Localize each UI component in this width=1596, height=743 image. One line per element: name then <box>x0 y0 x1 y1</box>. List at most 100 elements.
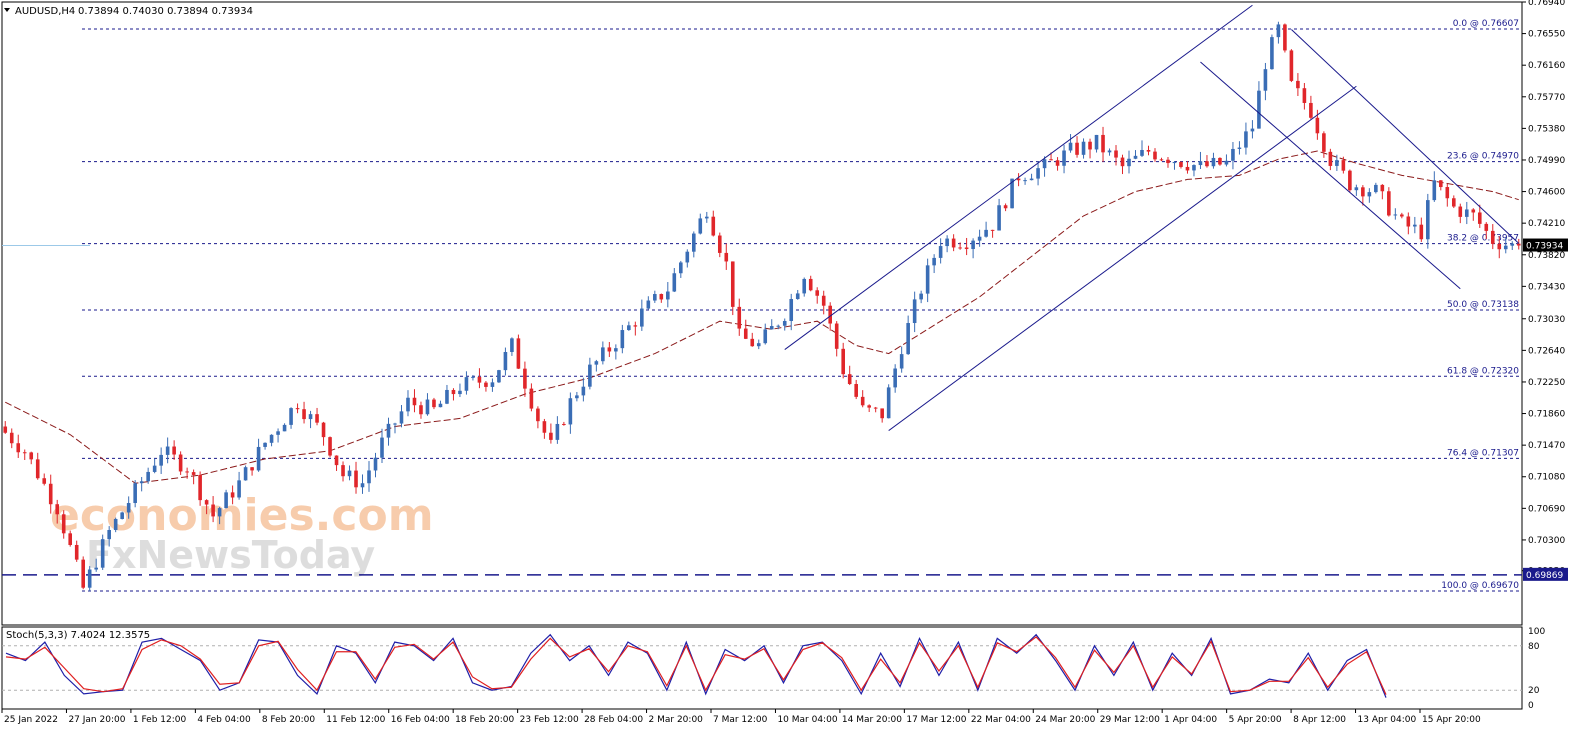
channel-lines <box>784 4 1520 431</box>
candle-body <box>1315 117 1320 134</box>
candle <box>789 293 794 331</box>
candle <box>1387 187 1391 217</box>
candle-body <box>87 569 92 588</box>
candle-body <box>1107 150 1112 153</box>
candle <box>48 474 53 514</box>
candle-body <box>107 529 111 540</box>
candle-body <box>315 414 319 423</box>
time-tick-label: 22 Mar 04:00 <box>971 715 1031 725</box>
candle <box>1426 193 1430 249</box>
candle <box>373 452 378 478</box>
candle <box>1062 144 1066 174</box>
candle <box>139 477 144 492</box>
candle-body <box>438 403 443 408</box>
candle-body <box>1036 168 1040 179</box>
candle-body <box>730 261 735 307</box>
candle-body <box>990 229 995 231</box>
candle-body <box>1426 200 1430 240</box>
candle <box>276 428 280 443</box>
candle-body <box>653 294 657 301</box>
candle-body <box>594 361 599 365</box>
candle-body <box>562 423 566 425</box>
collapse-triangle-icon[interactable] <box>4 8 10 12</box>
price-tick-label: 0.70690 <box>1528 504 1565 514</box>
candle-body <box>1270 37 1274 70</box>
candle <box>425 393 430 416</box>
candle-body <box>1192 165 1196 171</box>
candle-body <box>289 408 293 425</box>
candle <box>763 323 768 345</box>
stoch-tick-label: 80 <box>1528 642 1540 652</box>
time-axis: 25 Jan 2022 27 Jan 20:00 1 Feb 12:00 4 Feb … <box>1 709 1481 725</box>
candle <box>1490 224 1495 250</box>
candle <box>432 397 436 410</box>
candle-body <box>1471 209 1476 213</box>
candle-body <box>821 295 826 306</box>
candle <box>873 406 878 413</box>
candle <box>256 438 261 472</box>
candle <box>795 289 800 300</box>
candle-body <box>1179 162 1183 167</box>
candle <box>308 410 313 429</box>
time-tick-label: 27 Jan 20:00 <box>68 715 125 725</box>
candle-body <box>224 492 228 509</box>
candle <box>438 400 443 408</box>
candle-body <box>419 405 423 415</box>
candle-body <box>1503 245 1508 250</box>
candle <box>964 237 969 256</box>
channel-line <box>1291 29 1520 244</box>
candle <box>1283 23 1287 53</box>
fibonacci-levels: 0.0 @ 0.76607 23.6 @ 0.74970 38.2 @ 0.7395… <box>2 19 1522 592</box>
candle-body <box>120 512 124 519</box>
candle-body <box>9 432 14 444</box>
candle-body <box>133 483 137 504</box>
candle <box>899 346 904 373</box>
candle <box>243 465 248 481</box>
candle-body <box>458 390 462 395</box>
chart-header: AUDUSD,H4 0.73894 0.74030 0.73894 0.7393… <box>4 6 253 17</box>
candle <box>458 383 462 398</box>
candle <box>1374 182 1378 194</box>
candle <box>1127 150 1131 174</box>
candle <box>588 357 592 390</box>
candle-body <box>1348 170 1352 191</box>
candle-body <box>724 252 729 262</box>
candle <box>328 436 332 458</box>
candle-body <box>620 330 625 349</box>
candle <box>1114 145 1118 166</box>
candle <box>666 282 670 308</box>
channel-line <box>784 4 1253 350</box>
candle <box>126 496 131 519</box>
candle <box>1263 62 1268 101</box>
candle <box>393 422 397 434</box>
candle-body <box>1490 230 1495 244</box>
candle <box>886 384 891 419</box>
candle-body <box>906 323 910 355</box>
candle-body <box>165 446 170 455</box>
candle-body <box>867 405 871 408</box>
candle-body <box>354 470 358 488</box>
candle-body <box>1257 90 1261 129</box>
candle-body <box>938 246 943 258</box>
candle-body <box>276 431 280 435</box>
fib-label: 100.0 @ 0.69670 <box>1441 581 1519 591</box>
candle-body <box>633 325 638 327</box>
candle <box>1497 236 1502 259</box>
price-tick-label: 0.71470 <box>1528 441 1565 451</box>
candle-body <box>614 348 618 352</box>
candle-body <box>399 411 404 424</box>
time-tick-label: 25 Jan 2022 <box>4 715 58 725</box>
candle <box>1413 216 1417 234</box>
candle-body <box>1393 214 1398 216</box>
candle-body <box>1042 159 1047 169</box>
candle-body <box>575 395 579 399</box>
fib-label: 38.2 @ 0.73957 <box>1447 234 1519 244</box>
candle-body <box>451 389 456 395</box>
candle <box>802 277 807 297</box>
candle <box>516 334 521 369</box>
candle-body <box>1283 24 1287 51</box>
candle <box>614 344 618 360</box>
candle <box>1471 208 1476 221</box>
